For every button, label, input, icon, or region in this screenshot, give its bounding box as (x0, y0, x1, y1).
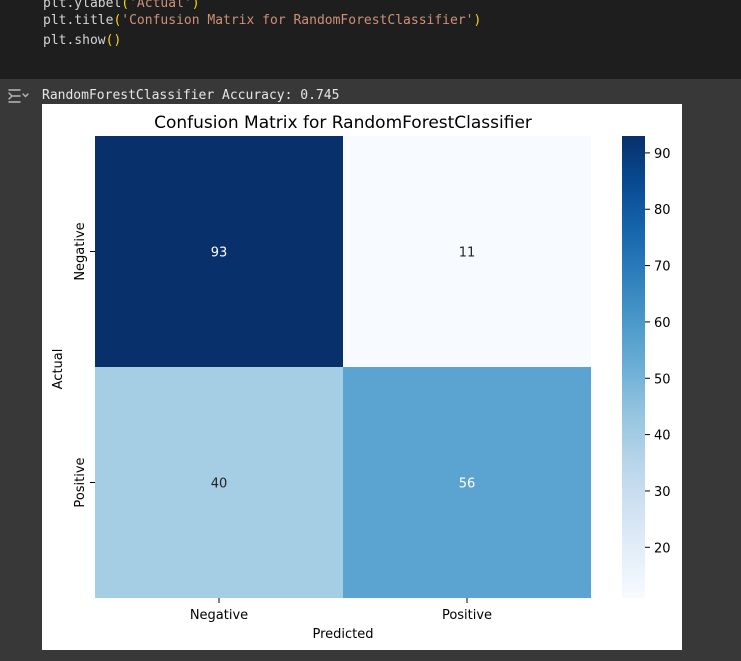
output-stdout: RandomForestClassifier Accuracy: 0.745 (42, 88, 340, 103)
heatmap-cell (343, 367, 591, 598)
y-tick-label: Negative (73, 222, 88, 280)
confusion-matrix-chart: Confusion Matrix for RandomForestClassif… (51, 113, 671, 642)
code-line-2: plt.title('Confusion Matrix for RandomFo… (43, 13, 481, 29)
cell-value-label: 40 (211, 477, 228, 492)
code-token: () (105, 33, 122, 48)
x-tick-label: Positive (442, 608, 492, 623)
code-token: plt.title (43, 13, 114, 28)
colorbar (622, 136, 645, 598)
colorbar-tick-label: 20 (654, 541, 671, 556)
code-token: plt.ylabel (43, 0, 122, 11)
heatmap-cell (95, 136, 343, 367)
heatmap-cell (343, 136, 591, 367)
code-token: ) (473, 13, 482, 28)
x-tick-label: Negative (190, 608, 248, 623)
code-cell[interactable]: plt.ylabel('Actual') plt.title('Confusio… (0, 0, 741, 79)
code-token: ) (191, 0, 200, 11)
cell-value-label: 56 (459, 477, 476, 492)
code-token: 'Actual' (129, 0, 192, 11)
code-line-3: plt.show() (43, 33, 121, 49)
colorbar-tick-label: 80 (654, 203, 671, 218)
chart-title: Confusion Matrix for RandomForestClassif… (154, 113, 532, 133)
colorbar-tick-label: 50 (654, 372, 671, 387)
cell-value-label: 93 (211, 246, 228, 261)
code-token: ( (113, 13, 122, 28)
code-token: ( (121, 0, 130, 11)
colorbar-tick-label: 70 (654, 260, 671, 275)
colorbar-tick-label: 30 (654, 485, 671, 500)
heatmap-cell (95, 367, 343, 598)
y-axis-label: Actual (51, 349, 66, 390)
code-line-1: plt.ylabel('Actual') (43, 0, 200, 12)
confusion-matrix-figure: Confusion Matrix for RandomForestClassif… (42, 104, 682, 650)
cell-value-label: 11 (459, 246, 476, 261)
x-axis-label: Predicted (312, 627, 373, 642)
colorbar-tick-label: 90 (654, 147, 671, 162)
y-tick-label: Positive (73, 457, 88, 507)
code-token: plt.show (43, 33, 106, 48)
colorbar-tick-label: 60 (654, 316, 671, 331)
code-token: 'Confusion Matrix for RandomForestClassi… (121, 13, 474, 28)
output-toggle-icon[interactable] (6, 87, 30, 105)
colorbar-tick-label: 40 (654, 429, 671, 444)
